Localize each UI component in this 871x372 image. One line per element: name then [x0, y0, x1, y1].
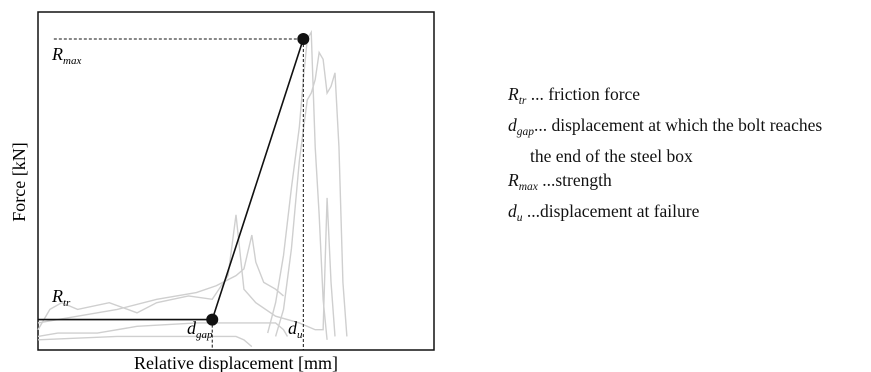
legend-description: ... displacement at which the bolt reach… [534, 115, 823, 135]
plot-frame [37, 11, 435, 351]
annotation-r-max-base: R [51, 44, 63, 64]
test-curve-1 [37, 197, 336, 337]
y-axis-label: Force [kN] [9, 142, 29, 221]
legend-symbol: d [508, 115, 517, 135]
annotation-d-gap-sub: gap [196, 329, 213, 341]
legend-symbol: d [508, 201, 517, 221]
test-curve-4 [267, 29, 328, 340]
test-curves [37, 29, 348, 348]
x-axis-label: Relative displacement [mm] [134, 353, 338, 372]
legend-description: ...strength [537, 170, 612, 190]
idealized-curve [38, 33, 310, 326]
marker-r-max [297, 33, 310, 46]
test-curve-5 [274, 50, 348, 337]
legend-description: ...displacement at failure [522, 201, 700, 221]
legend-item-4: Rmax ...strength [508, 168, 822, 199]
legend-symbol-subscript: max [518, 181, 538, 193]
legend-symbol-subscript: u [516, 212, 523, 224]
reference-lines [53, 38, 304, 350]
legend-item-1: Rtr ... friction force [508, 82, 822, 113]
legend-description: ... friction force [526, 84, 641, 104]
marker-d-gap [206, 313, 219, 326]
annotation-r-max: Rmax [51, 44, 81, 67]
annotation-r-max-sub: max [63, 55, 81, 67]
legend-item-5: du ...displacement at failure [508, 199, 822, 230]
annotation-r-tr: Rtr [51, 286, 71, 309]
annotation-d-gap-base: d [187, 318, 197, 338]
annotation-d-u: du [288, 318, 303, 341]
legend-symbol-subscript: tr [518, 95, 527, 107]
annotation-d-u-base: d [288, 318, 298, 338]
idealized-curve-line [38, 38, 305, 321]
legend-symbol: R [508, 170, 519, 190]
annotation-r-tr-sub: tr [63, 297, 71, 309]
test-curve-6 [37, 335, 253, 348]
legend-item-2: dgap... displacement at which the bolt r… [508, 113, 822, 144]
annotation-d-gap: dgap [187, 318, 213, 341]
annotation-r-tr-base: R [51, 286, 63, 306]
annotation-d-u-sub: u [297, 329, 303, 341]
legend-item-3: the end of the steel box [530, 146, 693, 166]
test-curve-3 [37, 322, 289, 338]
legend-symbol: R [508, 84, 519, 104]
legend-symbol-subscript: gap [516, 126, 534, 138]
test-curve-2 [37, 234, 284, 324]
legend: Rtr ... friction force dgap... displaceme… [508, 82, 822, 230]
